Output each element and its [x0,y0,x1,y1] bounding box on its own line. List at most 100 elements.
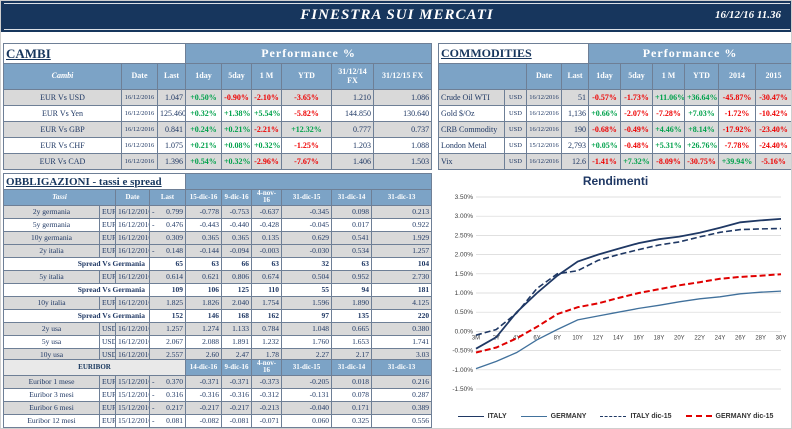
obbligazioni-title-spacer [185,173,433,190]
last-value: - 0.081 [149,413,186,428]
spread-value: 110 [251,282,283,297]
last-number: 2.067 [166,337,184,347]
bond-rate-row: 2y germania EUR 16/12/2016- 0.799 -0.778 -0.7… [3,204,433,219]
currency-label: USD [504,89,527,106]
history-value: 1.754 [251,295,283,310]
euribor-row: Euribor 6 mesi EUR 15/12/2016-0.217 -0.217-… [3,400,432,415]
rate-name: Euribor 12 mesi [3,413,100,428]
spread-value: 181 [371,282,433,297]
euribor-section: EURIBOR 14-dic-16 9-dic-16 4-nov-16 31-dic-1… [3,359,432,428]
cambi-section: CAMBI Performance % Cambi Date Last 1day 5da… [3,43,433,170]
performance-value: -0.90% [221,89,252,106]
obbligazioni-section-title: OBBLIGAZIONI - tassi e spread [6,175,162,188]
performance-value: +7.32% [620,153,653,170]
performance-value: -10.42% [754,105,791,122]
history-value: -0.345 [281,204,333,219]
performance-value: -0.49% [620,121,653,138]
header-bar: FINESTRA SUI MERCATI 16/12/16 11.36 [1,1,791,32]
x-axis-tick-label: 3M [472,335,480,341]
performance-value: +0.54% [185,153,222,170]
performance-value: -30.75% [684,153,719,170]
performance-value: -1.72% [718,105,756,122]
last-number: 0.476 [166,220,184,230]
column-header: 1 M [652,63,685,90]
last-value: 12.6 [561,153,589,170]
history-value: -0.144 [185,243,223,258]
history-value: 1.133 [221,321,253,336]
last-number: 2.557 [166,350,184,360]
history-value: -0.003 [251,243,283,258]
y-axis-tick-label: 1.50% [455,271,474,278]
performance-value: +11.06% [652,89,685,106]
history-value: 1.760 [281,334,333,349]
history-value: 0.674 [251,269,283,284]
y-axis-tick-label: 3.50% [455,194,474,201]
legend-item-germany-dic-15: GERMANY dic-15 [685,413,773,420]
column-header: Last [157,63,186,90]
column-header: Date [115,189,150,206]
history-value: 0.629 [281,230,333,245]
currency-label: USD [504,153,527,170]
performance-value: -2.07% [620,105,653,122]
last-value: 1.075 [157,137,186,154]
last-number: 1.825 [166,298,184,308]
x-axis-tick-label: 12Y [593,335,604,341]
performance-value: +0.21% [185,137,222,154]
history-value: 0.922 [371,217,433,232]
spread-value: 125 [221,282,253,297]
yield-curve-plot: 3.50% 3.00% 2.50% 2.00% 1.50% 1.00% 0.50% 0.00%… [452,194,786,393]
performance-value: +5.31% [652,137,685,154]
last-number: 1.257 [166,324,184,334]
performance-value: -0.57% [588,89,621,106]
currency-label: EUR [99,269,116,284]
last-number: 0.148 [166,246,184,256]
history-value: 1.890 [331,295,373,310]
currency-label: USD [504,105,527,122]
currency-label: EUR [99,217,116,232]
performance-value: -3.65% [281,89,332,106]
cambi-row: EUR Vs Yen 16/12/2016 125.460 +0.32% +1.38% +… [3,105,433,122]
spread-last-value: 152 [148,308,187,323]
last-value: 2.067 [148,334,187,349]
cambi-section-title: CAMBI [6,45,51,61]
spread-value: 220 [371,308,433,323]
column-header: 9-dic-16 [221,189,253,206]
performance-value: +4.46% [652,121,685,138]
history-value: 0.784 [251,321,283,336]
column-header: Last [148,189,187,206]
series-line-italy [475,218,782,350]
column-header: Cambi [3,63,122,90]
history-value: 1.048 [281,321,333,336]
page-title: FINESTRA SUI MERCATI [300,7,494,23]
y-axis-tick-label: 0.50% [455,309,474,316]
currency-label: EUR [99,243,116,258]
history-value: 0.556 [371,413,432,428]
column-header: Date [526,63,562,90]
commodity-row: London Metal USD 15/12/2016 2,793 +0.05% -0.4… [438,137,791,154]
spread-value: 63 [251,256,283,271]
spread-label: Spread Vs Germania [3,308,150,323]
spread-row: Spread Vs Germania 65 63 66 63 32 63 104 [3,256,433,271]
x-axis-tick-label: 8Y [554,335,561,341]
performance-value: -45.87% [718,89,756,106]
last-value: 1.396 [157,153,186,170]
spread-row: Spread Vs Germania 152 146 168 162 97 135 220 [3,308,433,323]
negative-sign: - [152,403,155,413]
rate-name: 2y italia [3,243,100,258]
date-value: 16/12/2016 [526,121,562,138]
history-value: 2.27 [281,347,333,362]
fx-2014-value: 1.406 [331,153,374,170]
performance-value: +0.66% [588,105,621,122]
history-value: 2.47 [221,347,253,362]
column-header: 5day [221,63,252,90]
history-value: -0.217 [221,400,252,415]
date-value: 16/12/2016 [115,321,150,336]
x-axis-tick-label: 26Y [735,335,746,341]
history-value: -0.213 [251,400,282,415]
currency-label: EUR [99,295,116,310]
negative-sign: - [152,416,155,426]
history-value: -0.081 [221,413,252,428]
negative-sign: - [152,220,155,230]
fx-2014-value: 0.777 [331,121,374,138]
